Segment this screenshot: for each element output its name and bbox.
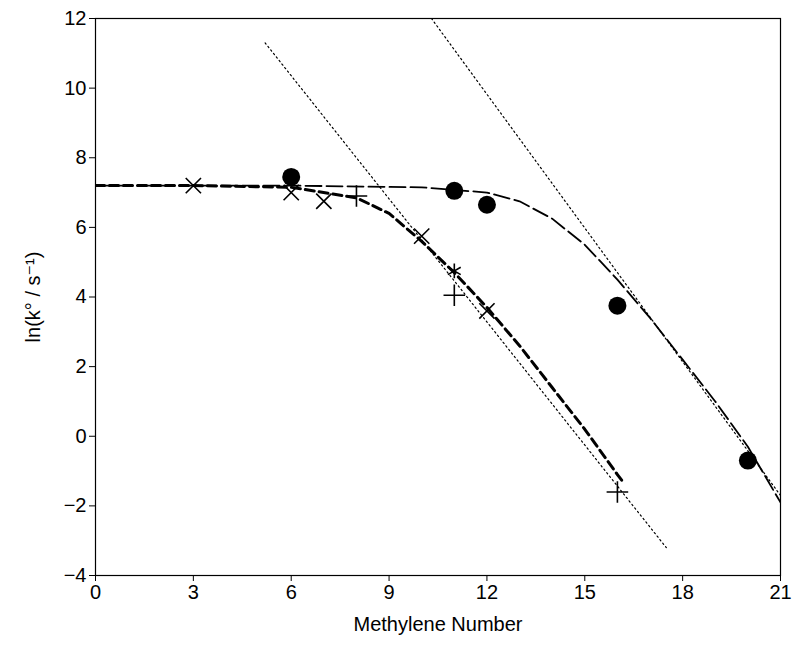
- svg-text:ln(k° / s⁻¹): ln(k° / s⁻¹): [22, 252, 44, 343]
- svg-text:0: 0: [90, 581, 101, 603]
- svg-text:12: 12: [64, 7, 86, 29]
- svg-text:10: 10: [64, 77, 86, 99]
- svg-text:8: 8: [75, 146, 86, 168]
- svg-text:2: 2: [75, 355, 86, 377]
- svg-text:21: 21: [769, 581, 791, 603]
- svg-text:0: 0: [75, 425, 86, 447]
- svg-text:9: 9: [384, 581, 395, 603]
- svg-text:6: 6: [75, 216, 86, 238]
- svg-text:−4: −4: [64, 564, 87, 586]
- svg-text:18: 18: [672, 581, 694, 603]
- svg-text:12: 12: [476, 581, 498, 603]
- svg-text:−2: −2: [64, 494, 87, 516]
- svg-text:Methylene Number: Methylene Number: [354, 613, 523, 635]
- svg-text:15: 15: [574, 581, 596, 603]
- svg-text:6: 6: [286, 581, 297, 603]
- svg-text:3: 3: [188, 581, 199, 603]
- svg-text:4: 4: [75, 285, 86, 307]
